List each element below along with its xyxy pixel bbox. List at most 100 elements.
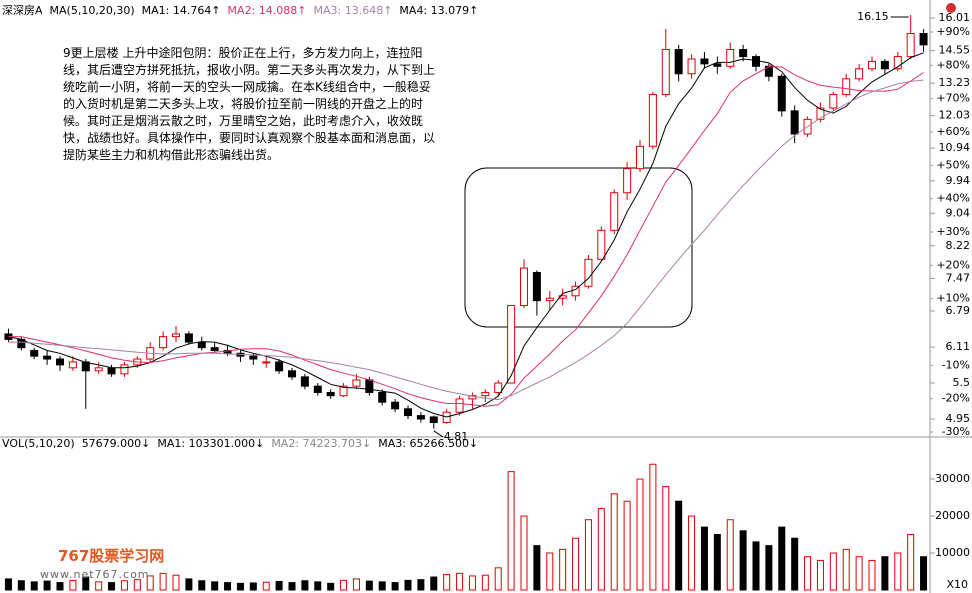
volume-bar [95, 581, 103, 591]
candle-body [120, 364, 129, 375]
vol-ma-value: MA2: 74223.703↓ [271, 437, 372, 450]
candle-body [81, 361, 90, 372]
candle-body [300, 376, 309, 387]
volume-bar [907, 534, 915, 591]
volume-bar [816, 559, 824, 591]
candle-body [777, 75, 786, 112]
volume-bar [649, 463, 657, 591]
volume-bar [688, 515, 696, 591]
volume-bar [378, 581, 386, 591]
volume-bar [120, 580, 128, 591]
volume-bar [17, 580, 25, 591]
candle-body [610, 192, 619, 231]
y2-tick-label: +20% [936, 258, 970, 271]
y-tick-label: 7.47 [946, 271, 971, 284]
volume-bar [636, 478, 644, 591]
candle-body [880, 60, 889, 70]
y2-tick-label: -20% [942, 392, 970, 405]
ma-label: MA(5,10,20,30) [49, 4, 135, 17]
volume-bar [327, 582, 335, 591]
candle-body [184, 333, 193, 343]
candle-body [339, 385, 348, 397]
volume-bar [275, 580, 283, 591]
ma-value: MA3: 13.648↑ [313, 4, 393, 17]
volume-bar [224, 582, 232, 591]
volume-bar [198, 580, 206, 591]
y-tick-label: 10.94 [939, 141, 971, 154]
ma-value: MA4: 13.079↑ [399, 4, 479, 17]
volume-bar [765, 545, 773, 591]
y2-tick-label: +60% [936, 125, 970, 138]
help-icon[interactable] [946, 3, 956, 13]
candle-body [429, 416, 438, 423]
candle-body [30, 349, 39, 357]
volume-bar [236, 582, 244, 591]
y-tick-label: 6.11 [946, 340, 971, 353]
candle-body [842, 78, 851, 95]
volume-bar [597, 508, 605, 591]
volume-bar [314, 581, 322, 591]
candle-body [906, 33, 915, 58]
volume-bar [675, 500, 683, 591]
candle-body [481, 391, 490, 397]
volume-bar [855, 556, 863, 591]
y-tick-label: 14.55 [939, 44, 971, 57]
candle-body [700, 58, 709, 65]
y-tick-label: 4.95 [946, 412, 971, 425]
candle-body [558, 295, 567, 299]
volume-bar [159, 572, 167, 591]
candle-body [159, 336, 168, 349]
volume-bar [894, 552, 902, 591]
volume-bar [56, 582, 64, 591]
volume-bar [752, 541, 760, 591]
volume-bar [108, 582, 116, 591]
y2-tick-label: +50% [936, 158, 970, 171]
y2-tick-label: +40% [936, 192, 970, 205]
candle-body [868, 60, 876, 70]
volume-bar [868, 559, 876, 591]
highlight-box [464, 167, 693, 328]
candle-body [416, 415, 425, 420]
low-arrow [433, 430, 444, 438]
vol-label: VOL(5,10,20) [2, 437, 75, 450]
volume-bar [842, 548, 850, 591]
y2-tick-label: +10% [936, 292, 970, 305]
vol-tick-label: 20000 [935, 509, 970, 522]
volume-header: VOL(5,10,20) 57679.000↓ MA1: 103301.000↓… [2, 437, 478, 450]
candle-body [365, 379, 374, 393]
candle-body [545, 297, 554, 302]
volume-bar [391, 582, 399, 591]
candle-body [275, 361, 284, 372]
volume-bar [352, 578, 360, 591]
volume-bar [739, 530, 747, 591]
candle-body [455, 398, 464, 413]
stock-name: 深深房A [2, 4, 43, 17]
volume-bar [507, 471, 515, 591]
volume-bar [301, 580, 309, 591]
y-tick-label: 6.79 [946, 304, 971, 317]
candle-body [790, 110, 799, 135]
volume-bar [494, 567, 502, 591]
volume-bar [662, 485, 670, 591]
price-header: 深深房A MA(5,10,20,30) MA1: 14.764↑ MA2: 14… [2, 2, 478, 18]
volume-bar [726, 519, 734, 591]
y-tick-label: 9.94 [946, 174, 971, 187]
volume-bar [700, 526, 708, 591]
candle-body [68, 361, 77, 369]
volume-bar [82, 576, 90, 591]
y2-tick-label: +30% [936, 225, 970, 238]
y-tick-label: 8.22 [946, 239, 971, 252]
candle-body [752, 56, 760, 67]
volume-bar [623, 500, 631, 591]
candle-body [584, 258, 593, 287]
volume-bar [417, 579, 425, 591]
ma-value: MA2: 14.088↑ [227, 4, 307, 17]
volume-bar [133, 579, 141, 591]
volume-bar [172, 574, 180, 591]
annotation-text: 9更上层楼 上升中途阳包阴：股价正在上行，多方发力向上，连拉阳线，其后遭空方拼死… [63, 46, 436, 162]
candle-body [726, 49, 735, 67]
candle-body [262, 361, 271, 364]
volume-bar [456, 572, 464, 591]
y-tick-label: 5.5 [953, 376, 971, 389]
